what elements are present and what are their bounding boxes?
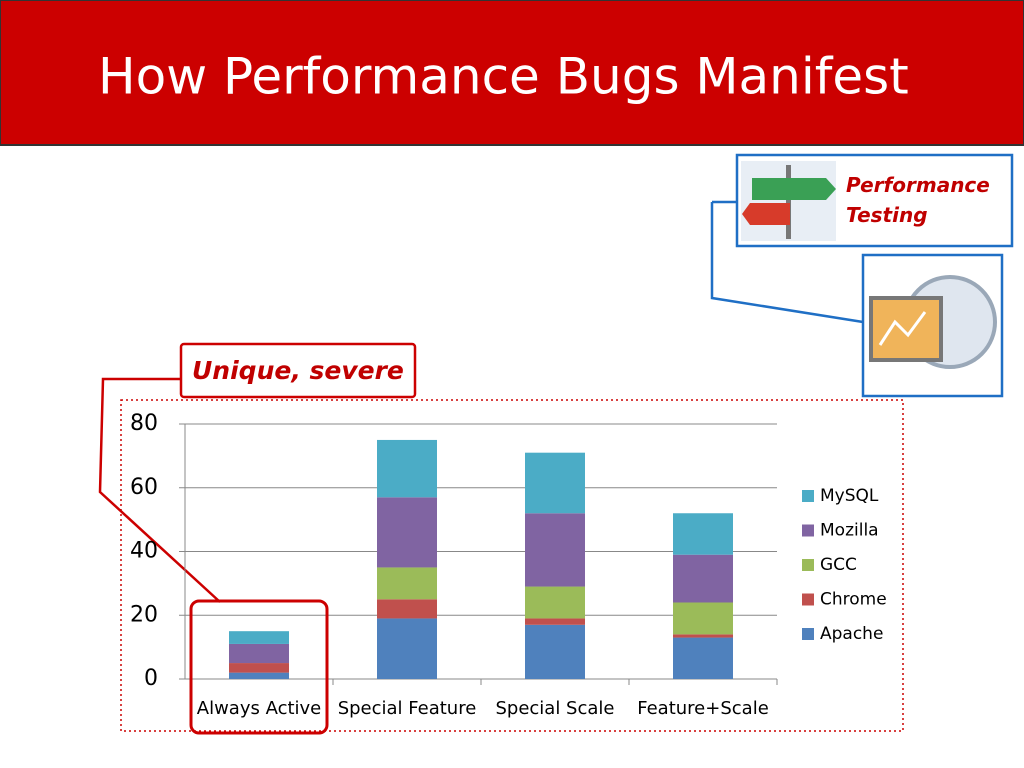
legend-label: Chrome	[820, 590, 887, 610]
legend-label: Mozilla	[820, 521, 879, 541]
bar-segment	[229, 631, 289, 644]
connector	[710, 202, 864, 324]
x-tick-label: Special Feature	[338, 698, 477, 719]
bar-segment	[525, 586, 585, 619]
legend-label: MySQL	[820, 486, 879, 506]
sign-icon	[741, 161, 836, 241]
legend-swatch	[802, 524, 814, 537]
callout-text: Performance Testing	[846, 173, 997, 227]
bar-segment	[673, 634, 733, 638]
y-tick-label: 20	[130, 602, 158, 627]
legend-swatch	[802, 490, 814, 502]
bar-segment	[525, 452, 585, 514]
bar-segment	[673, 602, 733, 635]
y-tick-label: 40	[130, 539, 158, 564]
bar-segment	[229, 663, 289, 673]
legend-swatch	[802, 559, 814, 571]
bar-segment	[673, 554, 733, 603]
legend-label: GCC	[820, 555, 857, 575]
bar-segment	[377, 439, 437, 498]
bar-segment	[673, 637, 733, 679]
bar-segment	[525, 618, 585, 625]
x-tick-label: Special Scale	[495, 698, 614, 719]
bar-segment	[525, 513, 585, 587]
slide-title: How Performance Bugs Manifest	[98, 48, 909, 106]
highlight-box	[189, 599, 329, 735]
connector	[98, 377, 221, 603]
bar-segment	[229, 643, 289, 664]
bar-segment	[673, 513, 733, 555]
bar-segment	[377, 599, 437, 619]
bar-segment	[377, 497, 437, 568]
callout-box	[179, 342, 417, 399]
legend-label: Apache	[820, 624, 883, 644]
callout-text: Unique, severe	[192, 356, 404, 385]
legend-swatch	[802, 628, 814, 640]
stopwatch-icon	[869, 275, 997, 369]
y-tick-label: 80	[130, 411, 158, 436]
legend-swatch	[802, 593, 814, 606]
y-tick-label: 60	[130, 475, 158, 500]
bar-segment	[377, 618, 437, 679]
bar-segment	[525, 624, 585, 679]
y-tick-label: 0	[144, 666, 158, 691]
header-band	[0, 0, 1024, 146]
x-tick-label: Feature+Scale	[637, 698, 769, 719]
x-tick-label: Always Active	[197, 698, 322, 719]
bar-segment	[229, 672, 289, 679]
bar-segment	[377, 567, 437, 600]
plot: 0 20 40 60 80 Always Active Special Feature Spe…	[130, 411, 887, 719]
chart-frame	[120, 399, 904, 732]
